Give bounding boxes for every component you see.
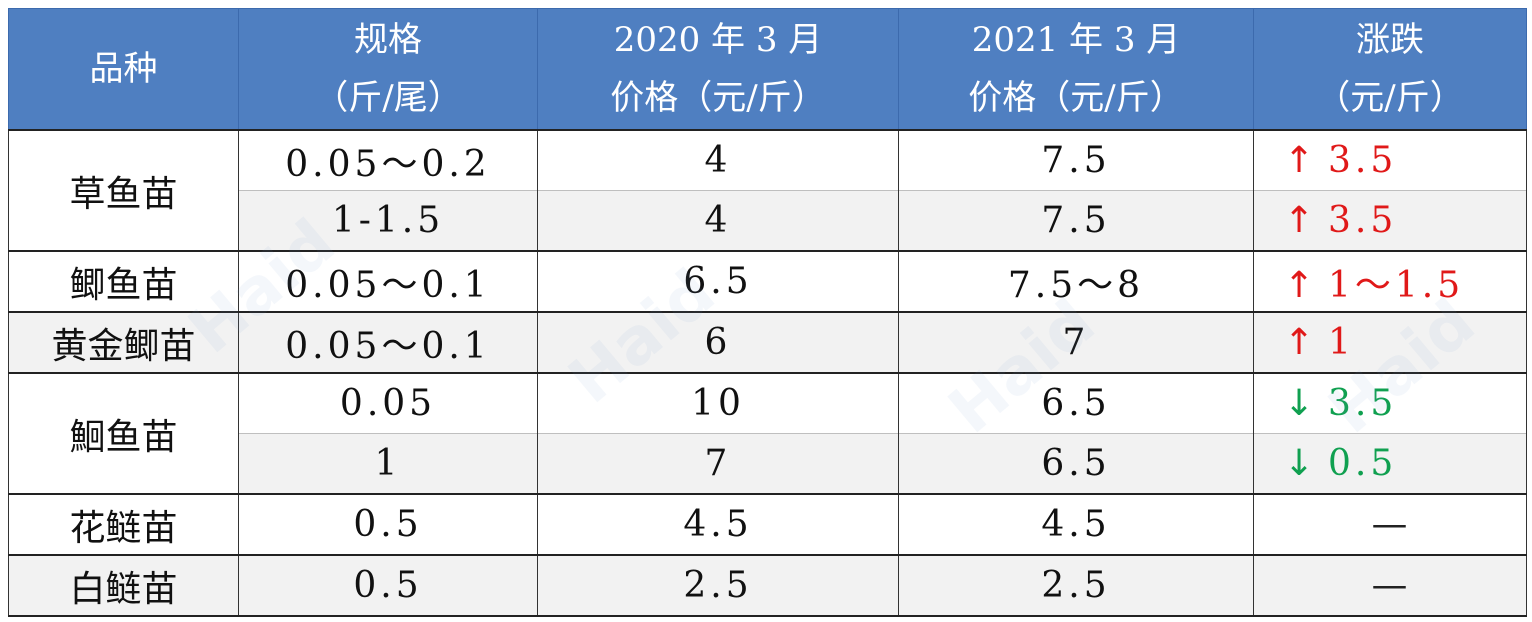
no-change-dash: — xyxy=(1371,565,1409,606)
header-price-2021: 2021 年 3 月价格（元/斤） xyxy=(898,8,1254,131)
table-row: 黄金鲫苗 0.05～0.1 6 7 ↑ 1 xyxy=(8,311,1527,373)
change-cell: ↑ 1 xyxy=(1253,311,1527,373)
variety-name: 鮰鱼苗 xyxy=(8,372,239,494)
price-2021-cell: 7.5～8 xyxy=(898,250,1254,312)
price-2020-cell: 4.5 xyxy=(537,493,899,555)
table-row: 白鲢苗 0.5 2.5 2.5— xyxy=(8,554,1527,617)
table-row: 1-1.5 4 7.5 ↑ 3.5 xyxy=(9,190,1527,251)
price-2020-cell: 10 xyxy=(537,372,899,434)
variety-name: 鲫鱼苗 xyxy=(8,250,239,312)
price-2021-cell: 6.5 xyxy=(898,433,1254,494)
table-row: 草鱼苗 0.05～0.2 4 7.5 ↑ 3.5 xyxy=(8,129,1527,251)
header-variety: 品种 xyxy=(8,8,239,131)
change-value: 3.5 xyxy=(1328,383,1398,424)
variety-name: 花鲢苗 xyxy=(8,493,239,555)
change-cell: ↑ 3.5 xyxy=(1253,129,1527,191)
spec-cell: 0.5 xyxy=(238,554,538,617)
price-2021-cell: 6.5 xyxy=(898,372,1254,434)
price-2021-cell: 7.5 xyxy=(898,129,1254,191)
change-cell: ↑ 3.5 xyxy=(1253,190,1527,251)
arrow-up-icon: ↑ xyxy=(1284,264,1316,306)
arrow-down-icon: ↓ xyxy=(1284,383,1316,424)
variety-name: 黄金鲫苗 xyxy=(8,311,239,373)
table-row: 1 7 6.5 ↓ 0.5 xyxy=(9,433,1527,494)
table-body: 草鱼苗 0.05～0.2 4 7.5 ↑ 3.5 1-1.5 4 7.5 ↑ 3.5 鲫鱼苗 0.05～… xyxy=(8,129,1527,617)
spec-cell: 0.05～0.1 xyxy=(238,311,538,373)
change-cell: ↓ 0.5 xyxy=(1253,433,1527,494)
header-change: 涨跌 （元/斤） xyxy=(1253,8,1527,131)
price-2020-cell: 4 xyxy=(537,129,899,191)
arrow-down-icon: ↓ xyxy=(1284,443,1316,484)
table-row: 鲫鱼苗 0.05～0.1 6.5 7.5～8 ↑ 1～1.5 xyxy=(8,250,1527,312)
price-2020-cell: 6.5 xyxy=(537,250,899,312)
arrow-up-icon: ↑ xyxy=(1284,200,1316,241)
variety-name: 草鱼苗 xyxy=(8,129,239,251)
spec-cell: 1-1.5 xyxy=(238,190,538,251)
price-2020-cell: 7 xyxy=(537,433,899,494)
change-cell: — xyxy=(1253,554,1527,617)
price-2021-cell: 2.5 xyxy=(898,554,1254,617)
change-value: 3.5 xyxy=(1328,140,1398,181)
spec-cell: 0.5 xyxy=(238,493,538,555)
change-value: 0.5 xyxy=(1328,443,1398,484)
arrow-up-icon: ↑ xyxy=(1284,322,1316,363)
change-value: 1～1.5 xyxy=(1328,264,1465,306)
price-2020-cell: 2.5 xyxy=(537,554,899,617)
spec-cell: 1 xyxy=(238,433,538,494)
price-2021-cell: 4.5 xyxy=(898,493,1254,555)
spec-cell: 0.05～0.2 xyxy=(238,129,538,191)
table-row: 鮰鱼苗 0.05 10 6.5 ↓ 3.5 xyxy=(8,372,1527,494)
fry-price-table: 品种 规格 （斤/尾） 2020 年 3 月价格（元/斤） 2021 年 3 月价… xyxy=(8,8,1527,617)
header-spec: 规格 （斤/尾） xyxy=(238,8,538,131)
spec-cell: 0.05 xyxy=(238,372,538,434)
price-table-container: 品种 规格 （斤/尾） 2020 年 3 月价格（元/斤） 2021 年 3 月价… xyxy=(8,8,1527,617)
header-row: 品种 规格 （斤/尾） 2020 年 3 月价格（元/斤） 2021 年 3 月价… xyxy=(8,8,1527,131)
change-value: 1 xyxy=(1328,322,1355,363)
header-price-2020: 2020 年 3 月价格（元/斤） xyxy=(537,8,899,131)
arrow-up-icon: ↑ xyxy=(1284,140,1316,181)
change-cell: ↓ 3.5 xyxy=(1253,372,1527,434)
variety-name: 白鲢苗 xyxy=(8,554,239,617)
spec-cell: 0.05～0.1 xyxy=(238,250,538,312)
change-value: 3.5 xyxy=(1328,200,1398,241)
price-2020-cell: 6 xyxy=(537,311,899,373)
price-2020-cell: 4 xyxy=(537,190,899,251)
price-2021-cell: 7.5 xyxy=(898,190,1254,251)
price-2021-cell: 7 xyxy=(898,311,1254,373)
change-cell: — xyxy=(1253,493,1527,555)
no-change-dash: — xyxy=(1371,504,1409,545)
change-cell: ↑ 1～1.5 xyxy=(1253,250,1527,312)
table-row: 花鲢苗 0.5 4.5 4.5— xyxy=(8,493,1527,555)
